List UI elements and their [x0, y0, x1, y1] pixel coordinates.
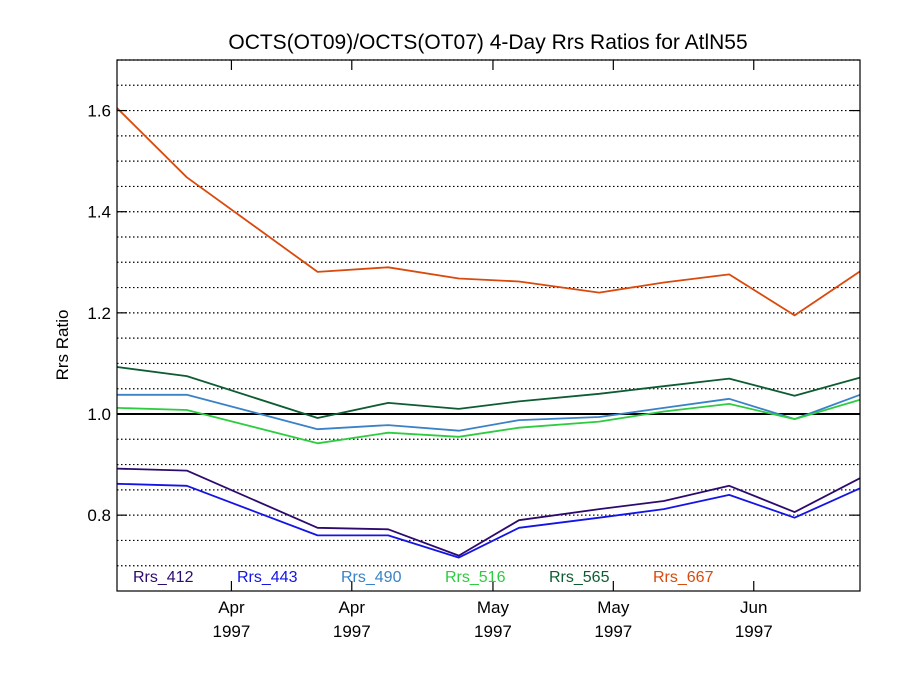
x-tick-label-month: Jun [740, 598, 767, 617]
series-line-rrs-565 [116, 366, 861, 419]
legend-entry: Rrs_565 [549, 569, 610, 586]
x-tick-label-month: May [597, 598, 630, 617]
x-tick-label-year: 1997 [735, 622, 773, 641]
legend: Rrs_412 Rrs_443 Rrs_490 Rrs_516 Rrs_565 Rrs_6… [133, 569, 714, 586]
grid [117, 59, 860, 567]
x-axis: Apr 1997 Apr 1997 May 1997 May 1997 Jun 1997 [213, 60, 773, 641]
y-tick-label: 1.4 [87, 203, 111, 222]
legend-entry: Rrs_412 [133, 569, 194, 586]
legend-entry: Rrs_516 [445, 569, 506, 586]
series-line-rrs-443 [116, 482, 861, 559]
legend-entry: Rrs_490 [341, 569, 402, 586]
y-tick-label: 1.0 [87, 405, 111, 424]
x-tick-label-year: 1997 [213, 622, 251, 641]
series-line-rrs-490 [117, 393, 861, 432]
x-tick-label-year: 1997 [474, 622, 512, 641]
x-tick-label-year: 1997 [333, 622, 371, 641]
legend-entry: Rrs_443 [237, 569, 298, 586]
plot-frame [116, 59, 861, 592]
x-tick-label-year: 1997 [594, 622, 632, 641]
x-tick-label-month: May [477, 598, 510, 617]
y-tick-label: 1.2 [87, 304, 111, 323]
y-axis-label: Rrs Ratio [53, 310, 72, 381]
series-line-rrs-516 [116, 398, 861, 445]
y-tick-label: 0.8 [87, 506, 111, 525]
series-line-rrs-412 [116, 467, 861, 557]
y-axis: 0.8 1.0 1.2 1.4 1.6 [87, 102, 860, 525]
x-tick-label-month: Apr [218, 598, 245, 617]
series-line-rrs-667 [116, 107, 861, 317]
series-lines [116, 107, 861, 559]
chart-title: OCTS(OT09)/OCTS(OT07) 4-Day Rrs Ratios f… [228, 31, 747, 54]
y-tick-label: 1.6 [87, 102, 111, 121]
x-tick-label-month: Apr [339, 598, 366, 617]
legend-entry: Rrs_667 [653, 569, 714, 586]
